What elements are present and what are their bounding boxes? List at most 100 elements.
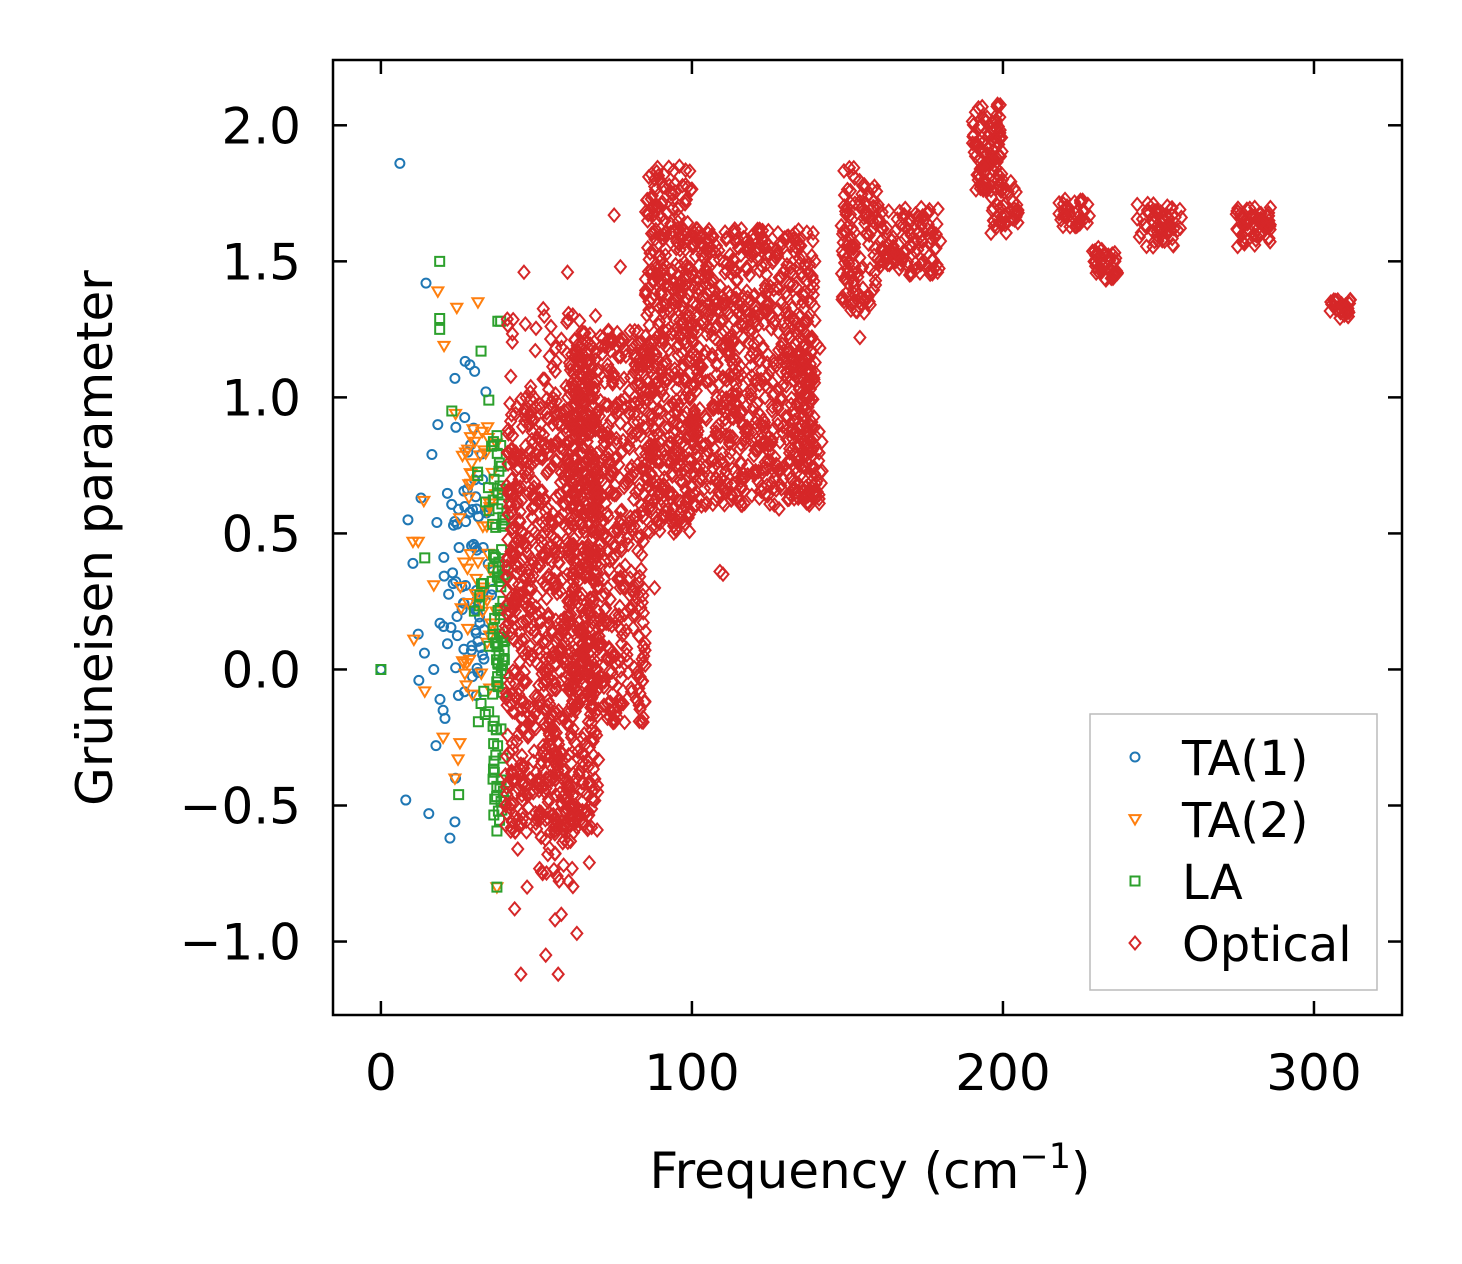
data-point — [498, 654, 510, 666]
data-point — [747, 447, 761, 464]
data-point — [1164, 200, 1179, 217]
data-point — [550, 758, 565, 775]
data-point — [657, 469, 672, 486]
data-point — [792, 342, 807, 359]
data-point — [798, 312, 812, 329]
data-point — [581, 476, 595, 493]
data-point — [526, 389, 541, 406]
data-point — [724, 485, 738, 502]
data-point — [582, 773, 596, 790]
data-point — [634, 546, 649, 563]
data-point — [1130, 196, 1145, 213]
data-point — [560, 774, 575, 791]
data-point — [701, 225, 715, 242]
data-point — [624, 582, 639, 599]
data-point — [783, 259, 798, 276]
data-point — [536, 300, 551, 317]
data-point — [591, 751, 606, 768]
data-point — [1249, 231, 1263, 248]
data-point — [503, 604, 518, 621]
data-point — [758, 454, 773, 471]
data-point — [803, 281, 818, 298]
data-point — [607, 400, 621, 417]
data-point — [804, 363, 818, 380]
data-point — [580, 802, 595, 820]
data-point — [652, 313, 667, 330]
data-point — [675, 509, 689, 526]
data-point — [671, 397, 685, 414]
data-point — [566, 720, 580, 737]
data-point — [767, 496, 782, 514]
legend-entry: TA(1) — [1129, 731, 1308, 787]
data-point — [692, 340, 707, 357]
data-point — [840, 181, 855, 198]
data-point — [680, 493, 695, 510]
data-point — [599, 542, 614, 559]
data-point — [873, 212, 887, 229]
data-point — [649, 268, 664, 285]
data-point — [549, 612, 563, 629]
data-point — [508, 405, 523, 422]
data-point — [588, 524, 602, 541]
data-point — [761, 346, 775, 363]
data-point — [561, 305, 576, 322]
data-point — [620, 646, 634, 663]
data-point — [534, 829, 549, 846]
data-point — [625, 340, 640, 357]
data-point — [873, 253, 887, 270]
data-point — [1335, 298, 1350, 315]
data-point — [447, 567, 459, 579]
data-point — [533, 396, 547, 413]
data-point — [678, 162, 693, 179]
data-point — [511, 810, 525, 828]
data-point — [786, 276, 800, 293]
data-point — [875, 239, 890, 256]
data-point — [573, 623, 587, 641]
data-point — [601, 332, 615, 349]
data-point — [984, 225, 998, 242]
data-point — [716, 398, 731, 416]
data-point — [616, 683, 630, 700]
data-point — [506, 662, 520, 679]
data-point — [729, 395, 743, 412]
data-point — [605, 373, 620, 390]
data-point — [449, 302, 465, 316]
data-point — [770, 248, 785, 265]
data-point — [480, 422, 495, 435]
data-point — [802, 330, 816, 347]
data-point — [470, 557, 486, 570]
data-point — [708, 330, 723, 347]
data-point — [982, 125, 996, 142]
data-point — [682, 523, 697, 540]
data-point — [699, 246, 714, 263]
data-point — [898, 200, 913, 217]
data-point — [581, 758, 596, 775]
data-point — [931, 200, 945, 218]
data-point — [636, 580, 651, 597]
data-point — [876, 253, 890, 270]
legend-label: Optical — [1182, 917, 1352, 973]
data-point — [1057, 208, 1071, 225]
data-point — [639, 192, 654, 209]
data-point — [699, 494, 714, 512]
data-point — [531, 688, 545, 705]
data-point — [694, 497, 709, 515]
data-point — [438, 551, 450, 563]
data-point — [438, 620, 450, 632]
data-point — [586, 389, 601, 406]
data-point — [859, 225, 873, 242]
data-point — [679, 277, 693, 294]
data-point — [675, 278, 690, 295]
data-point — [460, 444, 475, 457]
data-point — [652, 248, 666, 265]
data-point — [1247, 199, 1262, 216]
data-point — [669, 370, 684, 387]
data-point — [1076, 211, 1091, 228]
data-point — [563, 833, 578, 850]
data-point — [857, 176, 872, 193]
data-point — [607, 207, 621, 224]
data-point — [745, 321, 759, 339]
data-point — [1258, 219, 1273, 236]
data-point — [513, 668, 528, 685]
